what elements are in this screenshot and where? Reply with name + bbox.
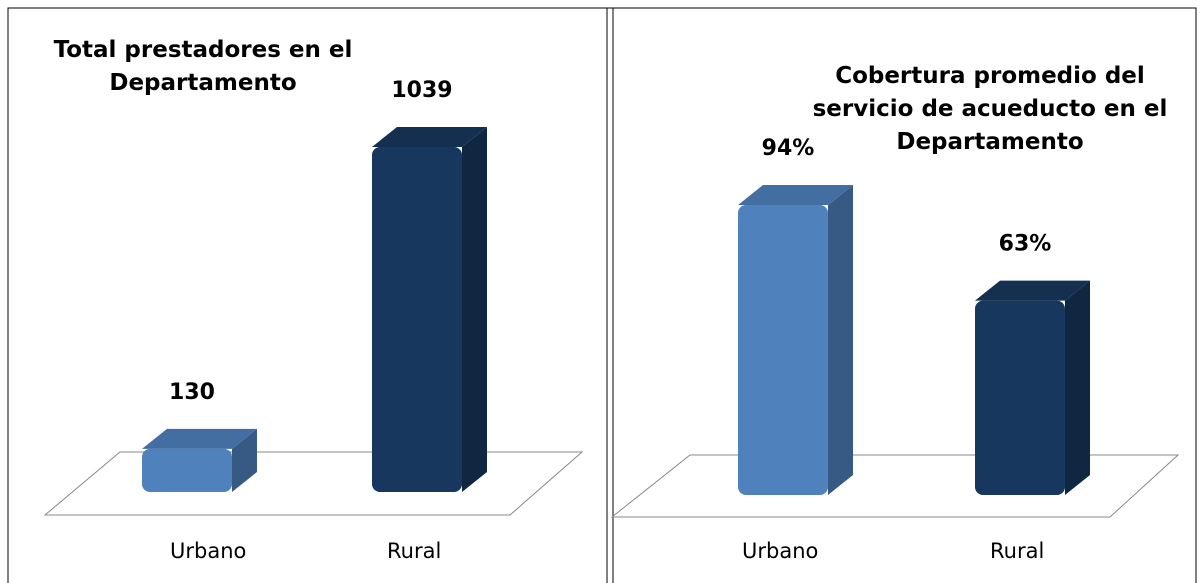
bar [975, 280, 1090, 495]
x-tick-label: Urbano [742, 539, 818, 563]
data-label: 63% [999, 232, 1052, 257]
bar-side [828, 185, 853, 495]
floor [610, 454, 1180, 518]
bar-front [975, 300, 1065, 495]
bar-side [462, 127, 487, 492]
bar [142, 428, 257, 492]
bar [372, 127, 487, 492]
bar-front [372, 147, 462, 492]
data-label: 1039 [391, 78, 452, 103]
bar-top [738, 185, 853, 205]
floor [43, 451, 584, 516]
x-tick-label: Rural [990, 539, 1044, 563]
x-tick-label: Urbano [170, 539, 246, 563]
bar-side [1065, 280, 1090, 495]
bar-top [142, 428, 257, 449]
data-label: 94% [762, 136, 815, 161]
bar-front [142, 448, 232, 492]
x-tick-label: Rural [387, 539, 441, 563]
chart-title: Total prestadores en el Departamento [53, 37, 353, 96]
bar-front [738, 205, 828, 495]
data-label: 130 [169, 380, 215, 405]
bar [738, 185, 853, 495]
chart-title: Cobertura promedio del servicio de acued… [812, 63, 1168, 155]
bar-top [372, 127, 487, 147]
outer-border [7, 7, 1197, 583]
bar-top [975, 280, 1090, 301]
bar-side [232, 428, 257, 492]
